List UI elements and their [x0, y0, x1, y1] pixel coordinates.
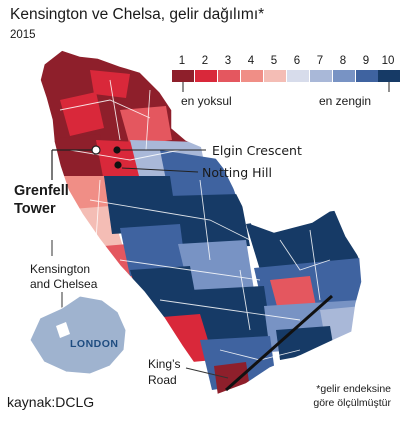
grenfell-line-2: Tower [14, 201, 56, 217]
kc-line-2: and Chelsea [30, 277, 98, 291]
label-grenfell-tower: Grenfell Tower [14, 182, 69, 218]
legend-swatch-5 [264, 70, 286, 82]
legend-low-label: en yoksul [181, 94, 232, 108]
legend-swatch-1 [172, 70, 194, 82]
ward-grenfell-1 [40, 134, 104, 180]
ward-central-4 [178, 240, 254, 294]
legend-label-1: 1 [178, 55, 186, 67]
legend-high-label: en zengin [319, 94, 372, 108]
london-inset-shape [29, 295, 127, 375]
ward-chelsea-2 [276, 326, 334, 360]
ward-north-3 [120, 106, 172, 146]
footnote: *gelir endeksine göre ölçülmüştür [313, 382, 391, 410]
footnote-line-2: göre ölçülmüştür [313, 397, 391, 409]
legend-label-3: 3 [224, 55, 232, 67]
ward-notting-2 [160, 150, 236, 200]
kc-inset-highlight [56, 322, 70, 338]
label-kings-road: King’s Road [148, 356, 180, 388]
legend-swatch-6 [287, 70, 309, 82]
legend-label-9: 9 [362, 55, 370, 67]
ward-central-1 [104, 176, 178, 234]
footnote-line-1: *gelir endeksine [316, 383, 391, 395]
legend-label-10: 10 [381, 55, 395, 67]
legend-swatch-2 [195, 70, 217, 82]
ward-central-2 [168, 194, 250, 250]
legend-swatch-9 [356, 70, 378, 82]
kings-line-1: King’s [148, 357, 181, 371]
label-elgin-crescent: Elgin Crescent [212, 143, 302, 158]
legend-label-8: 8 [339, 55, 347, 67]
legend-swatch-10 [378, 70, 400, 82]
kings-line-2: Road [148, 373, 177, 387]
label-london: LONDON [70, 338, 119, 350]
legend-label-6: 6 [293, 55, 301, 67]
legend-label-7: 7 [316, 55, 324, 67]
ward-south-2 [190, 286, 272, 344]
legend-swatch-4 [241, 70, 263, 82]
legend-label-5: 5 [270, 55, 278, 67]
source-credit: kaynak:DCLG [7, 394, 95, 410]
legend-swatch-3 [218, 70, 240, 82]
notting-marker [114, 161, 122, 169]
legend-swatch-7 [310, 70, 332, 82]
notting-leader [121, 167, 199, 173]
map-year: 2015 [10, 29, 36, 41]
ward-kings-road-south [214, 362, 250, 396]
borough-outline [39, 49, 363, 397]
ward-north-2b [90, 70, 130, 98]
ward-central-3 [120, 224, 186, 276]
label-notting-hill: Notting Hill [202, 165, 272, 180]
grenfell-marker [91, 145, 101, 155]
ward-east-poor [270, 276, 316, 310]
label-kensington-chelsea: Kensington and Chelsea [30, 262, 97, 292]
legend-swatch-8 [333, 70, 355, 82]
legend-label-4: 4 [247, 55, 255, 67]
legend-label-2: 2 [201, 55, 209, 67]
kc-line-1: Kensington [30, 262, 91, 276]
elgin-marker [113, 146, 121, 154]
map-title: Kensington ve Chelsa, gelir dağılımı* [10, 6, 265, 23]
grenfell-line-1: Grenfell [14, 183, 69, 199]
kings-road-leader [185, 367, 229, 379]
kings-road-line [225, 294, 333, 392]
